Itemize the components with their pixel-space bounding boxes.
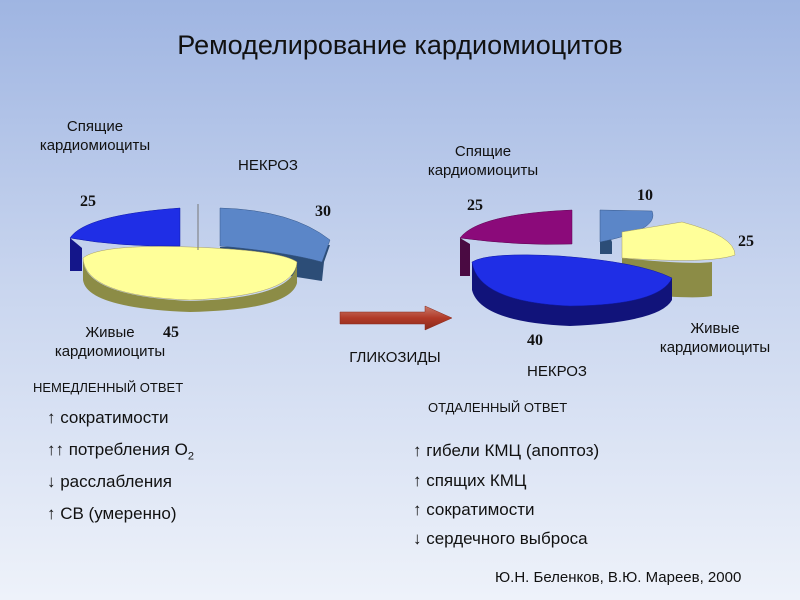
pie-left-value-necrosis: 30: [315, 203, 331, 220]
pie-left: [69, 204, 331, 312]
immediate-item-1: ↑ сократимости: [47, 408, 169, 427]
pie-right-value-small: 10: [637, 187, 653, 204]
pie-right: [459, 209, 736, 326]
pie-left-label-sleeping: Спящие кардиомиоциты: [39, 118, 151, 154]
delayed-item-3: ↑ сократимости: [413, 500, 535, 519]
pie-right-slice-alive: [621, 221, 736, 261]
pie-left-slice-necrosis: [219, 207, 331, 263]
immediate-response-header: НЕМЕДЛЕННЫЙ ОТВЕТ: [33, 380, 184, 395]
pie-right-slice-purple: [459, 209, 573, 245]
source-citation: Ю.Н. Беленков, В.Ю. Мареев, 2000: [495, 569, 742, 586]
pie-left-slice-sleeping: [69, 207, 181, 247]
pie-left-value-sleeping: 25: [80, 193, 96, 210]
pie-right-value-sleeping: 25: [467, 197, 483, 214]
pie-right-slice-necrosis: [471, 254, 673, 307]
pie-left-value-alive: 45: [163, 324, 179, 341]
pie-left-slice-sleeping-side: [70, 238, 82, 271]
delayed-item-4: ↓ сердечного выброса: [413, 529, 588, 548]
glycosides-arrow: [339, 305, 453, 331]
slide-title: Ремоделирование кардиомиоцитов: [177, 30, 623, 60]
pie-left-slice-alive: [82, 246, 298, 301]
pie-left-label-alive: Живые кардиомиоциты: [54, 324, 166, 360]
pie-right-label-alive: Живые кардиомиоциты: [659, 320, 771, 356]
pie-right-value-alive: 25: [738, 233, 754, 250]
immediate-item-4: ↑ СВ (умеренно): [47, 504, 177, 523]
immediate-item-3: ↓ расслабления: [47, 472, 172, 491]
delayed-item-2: ↑ спящих КМЦ: [413, 471, 527, 490]
delayed-item-1: ↑ гибели КМЦ (апоптоз): [413, 441, 600, 460]
pie-right-label-necrosis: НЕКРОЗ: [527, 363, 587, 380]
immediate-item-2: ↑↑ потребления О2: [47, 440, 195, 463]
pie-right-slice-small: [599, 209, 654, 243]
pie-left-label-necrosis: НЕКРОЗ: [238, 157, 298, 174]
delayed-response-header: ОТДАЛЕННЫЙ ОТВЕТ: [428, 400, 568, 415]
pie-right-value-necrosis: 40: [527, 332, 543, 349]
glycosides-label: ГЛИКОЗИДЫ: [349, 349, 441, 366]
pie-right-slice-necrosis-side: [472, 262, 672, 326]
pie-left-slice-alive-side: [83, 258, 297, 312]
pie-right-label-sleeping: Спящие кардиомиоциты: [427, 143, 539, 179]
pie-right-slice-purple-side: [460, 238, 470, 276]
